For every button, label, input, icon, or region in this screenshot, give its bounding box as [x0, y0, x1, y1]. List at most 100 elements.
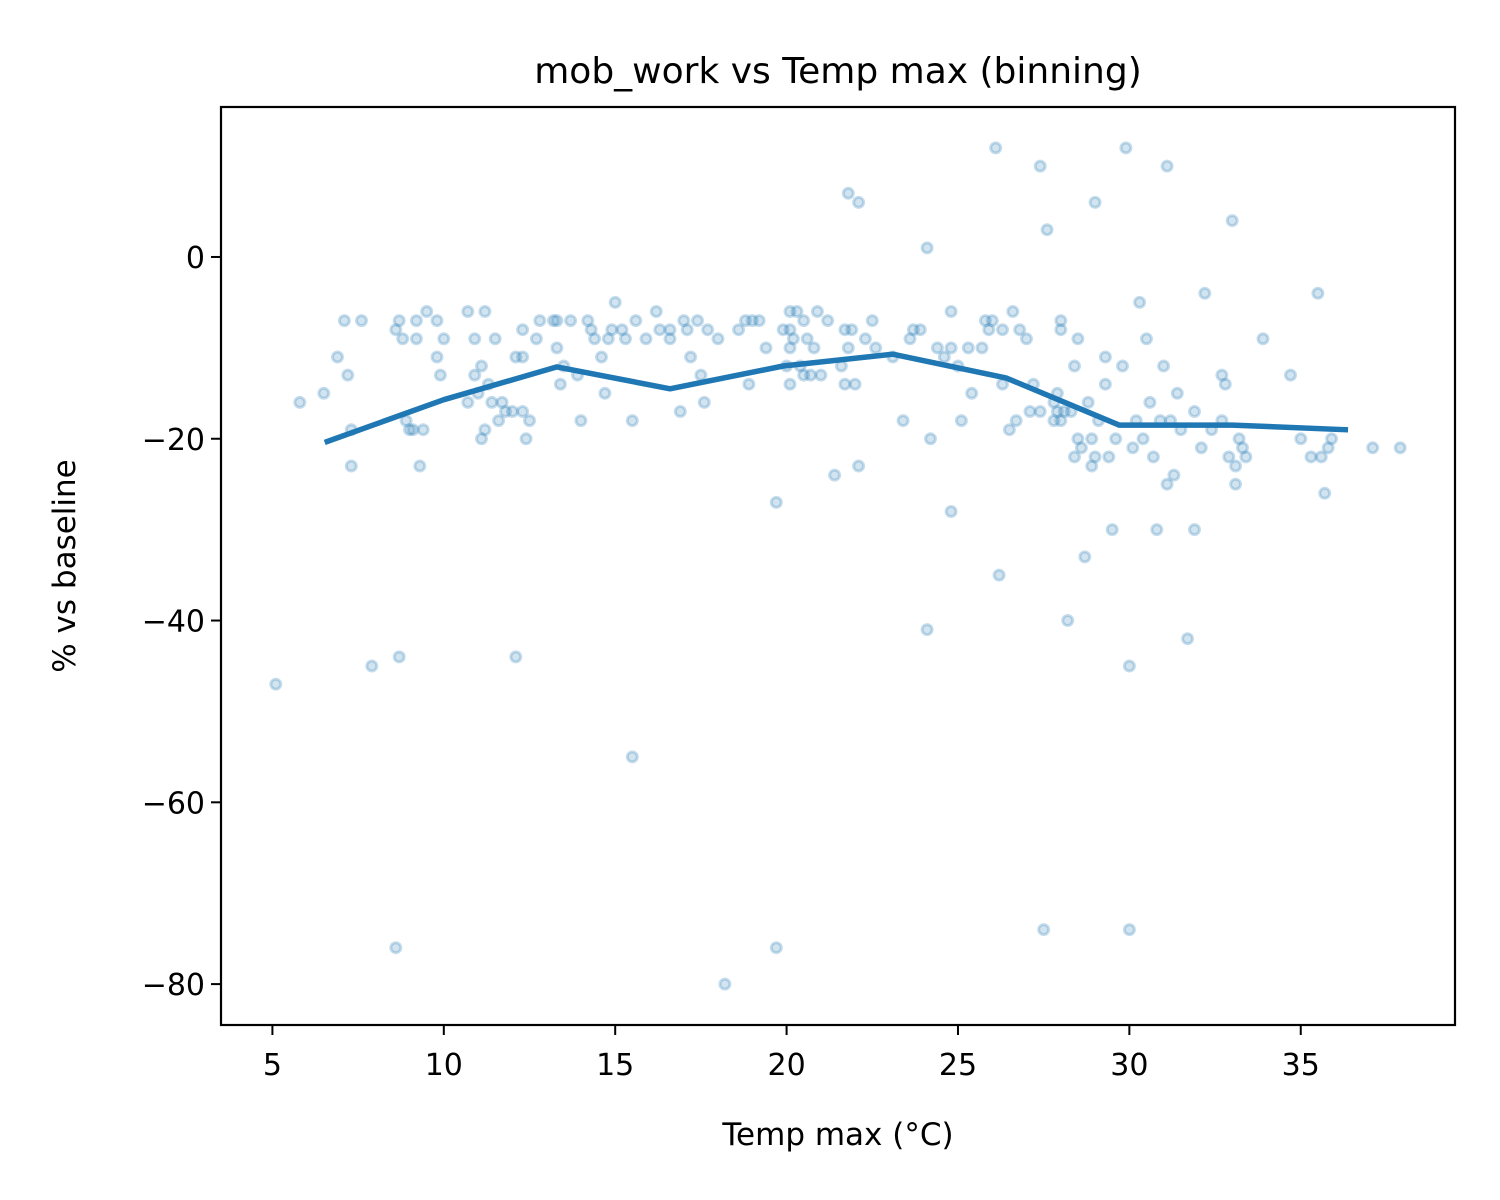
x-tick-label: 35 — [1282, 1048, 1320, 1083]
scatter-point — [913, 323, 927, 337]
scatter-point — [944, 341, 958, 355]
x-tick-label: 10 — [425, 1048, 463, 1083]
scatter-point — [858, 332, 872, 346]
scatter-point — [553, 377, 567, 391]
scatter-point — [649, 305, 663, 318]
scatter-point — [739, 314, 752, 328]
scatter-point — [344, 459, 358, 473]
scatter-point — [485, 395, 499, 409]
scatter-point — [1040, 223, 1054, 237]
scatter-point — [1098, 350, 1112, 364]
scatter-point — [595, 350, 608, 364]
scatter-point — [478, 305, 492, 318]
scatter-point — [783, 377, 797, 391]
scatter-point — [694, 368, 708, 382]
scatter-point — [1311, 286, 1325, 300]
scatter-point — [691, 314, 704, 328]
scatter-point — [1002, 423, 1016, 437]
scatter-point — [430, 350, 444, 364]
scatter-point — [1325, 432, 1339, 446]
scatter-point — [488, 332, 502, 346]
scatter-point — [1198, 286, 1212, 300]
scatter-point — [852, 195, 866, 209]
scatter-point — [841, 341, 855, 355]
scatter-point — [420, 305, 434, 318]
scatter-point — [516, 405, 530, 418]
scatter-point — [797, 368, 811, 382]
scatter-point — [1006, 305, 1020, 318]
y-tick-label: −20 — [142, 423, 205, 458]
scatter-point — [800, 332, 814, 346]
scatter-point — [903, 332, 917, 346]
scatter-point — [989, 141, 1003, 155]
scatter-point — [547, 314, 560, 328]
scatter-point — [1102, 450, 1116, 464]
scatter-point — [711, 332, 725, 346]
scatter-point — [769, 495, 783, 509]
scatter-point — [1318, 486, 1332, 500]
scatter-point — [492, 414, 506, 428]
scatter-point — [776, 323, 790, 337]
scatter-point — [1013, 323, 1027, 337]
scatter-point — [937, 350, 951, 364]
scatter-point — [975, 341, 989, 355]
scatter-point — [461, 395, 475, 409]
scatter-point — [985, 314, 999, 328]
x-tick-label: 25 — [939, 1048, 977, 1083]
scatter-point — [468, 332, 482, 346]
scatter-point — [509, 650, 523, 664]
scatter-point — [468, 368, 482, 382]
scatter-point — [1009, 414, 1023, 428]
scatter-point — [331, 350, 344, 364]
scatter-point — [930, 341, 944, 355]
plot-frame — [219, 105, 1457, 1027]
scatter-point — [478, 423, 492, 437]
scatter-point — [269, 677, 283, 691]
scatter-point — [619, 332, 632, 346]
scatter-point — [1119, 141, 1133, 155]
scatter-point — [403, 423, 416, 437]
scatter-point — [1033, 405, 1047, 418]
scatter-point — [821, 314, 835, 328]
scatter-point — [550, 341, 564, 355]
scatter-point — [896, 414, 910, 428]
scatter-point — [639, 332, 653, 346]
scatter-point — [625, 750, 639, 764]
scatter-point — [355, 314, 368, 328]
y-tick-label: −80 — [142, 968, 205, 1003]
scatter-point — [1071, 432, 1085, 446]
scatter-point — [1126, 441, 1140, 455]
scatter-point — [1088, 450, 1102, 464]
y-tick-label: −40 — [142, 605, 205, 640]
scatter-point — [1068, 359, 1081, 373]
scatter-point — [1105, 523, 1119, 537]
scatter-point — [1304, 450, 1318, 464]
scatter-point — [625, 414, 639, 428]
scatter-point — [838, 323, 852, 337]
scatter-point — [533, 314, 547, 328]
scatter-point — [1160, 477, 1174, 491]
scatter-point — [1236, 441, 1249, 455]
scatter-point — [677, 314, 691, 328]
scatter-point — [814, 368, 828, 382]
scatter-point — [1136, 432, 1150, 446]
scatter-point — [516, 323, 530, 337]
scatter-point — [759, 341, 773, 355]
scatter-point — [848, 377, 862, 391]
scatter-point — [697, 395, 711, 409]
scatter-point — [337, 314, 351, 328]
scatter-point — [944, 305, 958, 318]
scatter-point — [461, 305, 475, 318]
scatter-point — [629, 314, 643, 328]
scatter-point — [1068, 450, 1081, 464]
scatter-point — [841, 186, 855, 200]
scatter-point — [920, 623, 934, 637]
scatter-point — [978, 314, 992, 328]
scatter-point — [406, 423, 420, 437]
scatter-point — [588, 332, 602, 346]
scatter-point — [810, 305, 824, 318]
scatter-point — [605, 323, 619, 337]
scatter-point — [924, 432, 937, 446]
scatter-point — [1366, 441, 1380, 455]
scatter-point — [509, 350, 523, 364]
